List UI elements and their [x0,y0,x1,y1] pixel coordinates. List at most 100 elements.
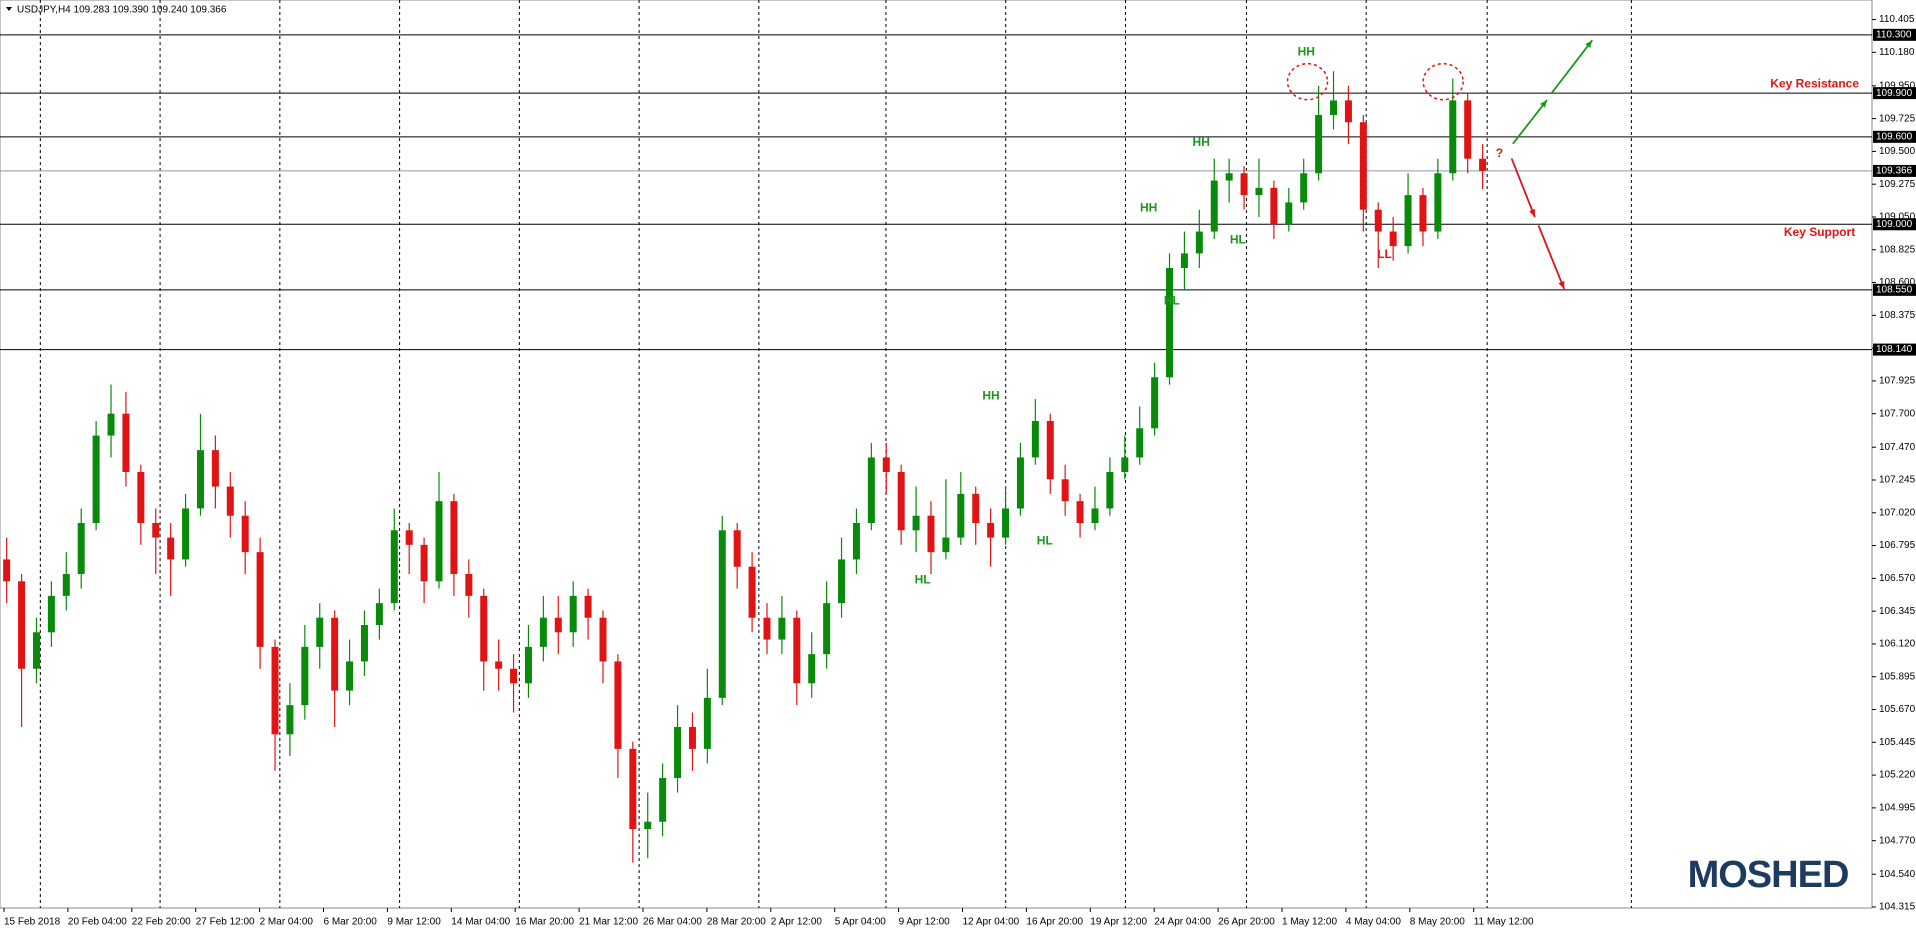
x-tick-label: 21 Mar 12:00 [579,917,638,928]
candle-body [1091,508,1099,523]
candle-body [539,617,547,647]
arrow-head [1558,280,1565,289]
candle-body [1359,122,1367,210]
candle-body [912,515,920,531]
annotation: HL [1230,232,1246,246]
x-tick-label: 20 Feb 04:00 [68,917,127,928]
candle-body [167,537,175,560]
candle-body [942,537,950,553]
candle-body [18,581,26,669]
x-tick-label: 5 Apr 04:00 [835,917,887,928]
candle-body [1374,209,1382,232]
y-tick-label: 106.795 [1879,540,1916,551]
y-tick-label: 104.315 [1879,902,1916,913]
level-line-box [1873,218,1916,231]
candle-body [1449,100,1457,174]
candle-body [1240,173,1248,196]
level-line-box [1873,28,1916,41]
candle-body [1344,100,1352,123]
candle-body [77,522,85,575]
candle-body [3,559,11,582]
candle-body [808,654,816,684]
candle-body [584,595,592,618]
candle-body [1061,479,1069,502]
candle-body [1434,173,1442,232]
candle-body [778,617,786,640]
level-line-box [1873,343,1916,356]
annotation: HL [915,572,931,586]
candle-body [316,617,324,647]
candle-body [733,530,741,567]
trend-arrow [1512,99,1548,145]
candle-body [644,821,652,830]
candle-body [1419,195,1427,232]
arrow-head [1529,208,1536,217]
candle-body [1076,501,1084,523]
y-tick-label: 109.050 [1879,212,1916,223]
level-line-box [1873,130,1916,143]
level-line-box [1873,283,1916,296]
plot-frame [0,0,1873,909]
level-line-label: 110.300 [1876,29,1912,40]
candle-body [674,727,682,779]
candle-body [897,471,905,531]
trend-arrow [1510,158,1536,218]
annotation: HH [1140,201,1157,215]
y-tick-label: 109.950 [1879,80,1916,91]
candle-body [331,617,339,691]
candle-body [1210,180,1218,232]
candle-body [465,574,473,596]
current-price-line-label: 109.366 [1876,166,1913,177]
candle-body [1031,420,1039,458]
candle-body [927,515,935,553]
annotation: HH [1193,135,1210,149]
candle-body [1166,267,1174,378]
candle-body [569,595,577,633]
candle-body [1136,428,1144,458]
x-tick-label: 26 Mar 04:00 [643,917,702,928]
candle-body [599,617,607,662]
candle-body [226,486,234,516]
x-tick-label: 9 Apr 12:00 [899,917,951,928]
y-tick-label: 108.600 [1879,277,1916,288]
y-tick-label: 106.345 [1879,606,1916,617]
candle-body [1180,253,1188,268]
candle-body [1195,231,1203,254]
y-tick-label: 108.825 [1879,244,1916,255]
candle-body [420,544,428,582]
candle-body [182,508,190,560]
candle-body [852,522,860,560]
y-tick-label: 104.770 [1879,835,1916,846]
candle-body [480,595,488,662]
candle-body [838,559,846,604]
y-tick-label: 105.670 [1879,704,1916,715]
annotation: HH [1298,45,1315,59]
level-line-label: 109.000 [1876,219,1913,230]
y-tick-label: 110.405 [1879,14,1915,25]
candle-body [450,501,458,575]
x-tick-label: 14 Mar 04:00 [451,917,510,928]
candle-body [107,413,115,436]
candle-body [987,522,995,538]
candle-body [152,522,160,538]
y-tick-label: 105.445 [1879,737,1916,748]
candle-body [241,515,249,553]
candle-body [703,697,711,749]
highlight-circle [1422,62,1464,101]
candle-body [375,603,383,626]
trend-arrow [1537,225,1565,290]
candle-body [301,646,309,706]
x-tick-label: 26 Apr 20:00 [1218,917,1275,928]
candle-body [122,413,130,472]
annotation: LL [1377,247,1392,261]
y-tick-label: 105.220 [1879,770,1916,781]
level-line-label: 108.140 [1876,344,1913,355]
candle-body [659,778,667,822]
level-line-box [1873,87,1916,100]
x-tick-label: 8 May 20:00 [1410,917,1465,928]
candle-body [1300,173,1308,203]
arrow-head [1540,99,1548,108]
candle-body [1330,100,1338,115]
x-tick-label: 16 Mar 20:00 [515,917,574,928]
candle-body [748,566,756,618]
